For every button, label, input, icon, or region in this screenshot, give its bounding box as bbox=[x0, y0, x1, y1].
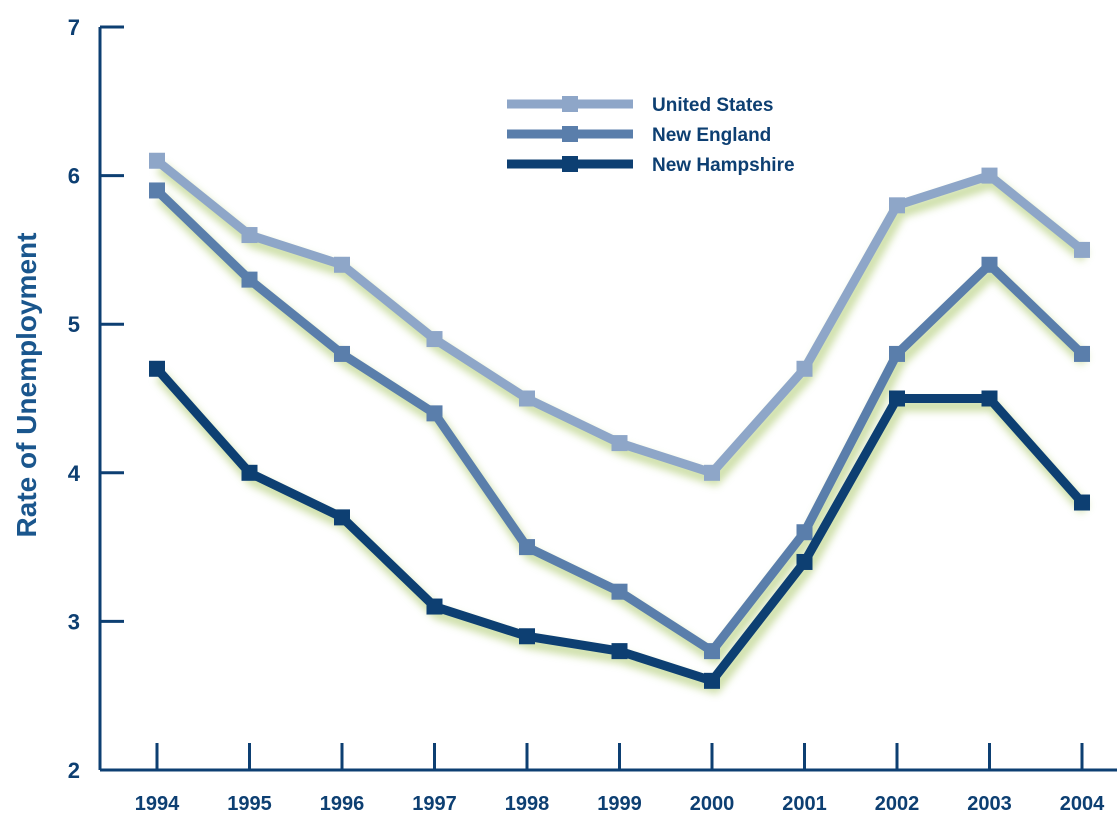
legend-item: New England bbox=[507, 125, 771, 146]
data-point-marker bbox=[334, 345, 350, 362]
data-point-marker bbox=[796, 524, 813, 541]
data-point-marker bbox=[426, 598, 443, 615]
data-point-marker bbox=[334, 256, 350, 273]
x-tick-label: 2001 bbox=[782, 793, 827, 815]
data-point-marker bbox=[241, 227, 258, 244]
x-tick-label: 1998 bbox=[505, 793, 550, 815]
y-tick-label: 3 bbox=[68, 609, 80, 634]
data-point-marker bbox=[981, 256, 998, 273]
data-point-marker bbox=[241, 271, 258, 288]
legend-label: New England bbox=[652, 125, 771, 146]
legend-item: United States bbox=[507, 95, 773, 116]
y-tick-label: 4 bbox=[68, 461, 81, 486]
x-tick-label: 1995 bbox=[227, 793, 272, 815]
data-point-marker bbox=[889, 345, 905, 362]
data-point-marker bbox=[704, 464, 720, 481]
data-point-marker bbox=[519, 390, 535, 407]
x-tick-label: 2000 bbox=[690, 793, 735, 815]
data-point-marker bbox=[334, 509, 350, 526]
data-point-marker bbox=[149, 152, 165, 169]
series-line bbox=[153, 365, 1086, 686]
data-point-marker bbox=[519, 539, 535, 556]
series-glows bbox=[155, 163, 1090, 694]
data-point-marker bbox=[611, 435, 628, 452]
x-tick-label: 1997 bbox=[412, 793, 457, 815]
data-point-marker bbox=[1074, 345, 1090, 362]
data-point-marker bbox=[1074, 494, 1090, 511]
data-point-marker bbox=[149, 182, 165, 199]
data-point-marker bbox=[796, 360, 813, 377]
x-tick-label: 1994 bbox=[135, 793, 180, 815]
x-tick-label: 2003 bbox=[967, 793, 1012, 815]
legend-swatch-marker bbox=[562, 156, 578, 172]
legend-item: New Hampshire bbox=[507, 155, 795, 176]
series-glow bbox=[155, 371, 1090, 694]
data-point-marker bbox=[611, 583, 628, 600]
y-tick-label: 7 bbox=[68, 15, 80, 40]
data-point-marker bbox=[889, 197, 905, 214]
series-new-hampshire bbox=[149, 360, 1090, 689]
series-lines bbox=[149, 152, 1090, 689]
legend-label: United States bbox=[652, 95, 773, 116]
y-axis-title: Rate of Unemployment bbox=[11, 233, 42, 538]
series-new-england bbox=[149, 182, 1090, 660]
y-tick-label: 2 bbox=[68, 758, 80, 783]
x-tick-label: 2002 bbox=[875, 793, 920, 815]
data-point-marker bbox=[611, 643, 628, 660]
data-point-marker bbox=[149, 360, 165, 377]
data-point-marker bbox=[519, 628, 535, 645]
x-tick-label: 1996 bbox=[320, 793, 365, 815]
x-tick-label: 1999 bbox=[597, 793, 642, 815]
y-tick-label: 6 bbox=[68, 164, 80, 189]
legend-swatch-marker bbox=[562, 126, 578, 142]
data-point-marker bbox=[981, 390, 998, 407]
data-point-marker bbox=[241, 464, 258, 481]
series-united-states bbox=[149, 152, 1090, 481]
data-point-marker bbox=[796, 553, 813, 570]
data-point-marker bbox=[1074, 241, 1090, 258]
data-point-marker bbox=[981, 167, 998, 184]
data-point-marker bbox=[426, 405, 443, 422]
data-point-marker bbox=[704, 643, 720, 660]
data-point-marker bbox=[704, 672, 720, 689]
legend: United States New England New Hampshire bbox=[507, 95, 795, 176]
legend-swatch-marker bbox=[562, 96, 578, 112]
axes: 2 3 4 5 6 7 1994 1995 1996 1997 1998 1999 2000 2001 20… bbox=[68, 15, 1117, 815]
y-tick-label: 5 bbox=[68, 312, 80, 337]
data-point-marker bbox=[889, 390, 905, 407]
legend-label: New Hampshire bbox=[652, 155, 795, 176]
data-point-marker bbox=[426, 331, 443, 348]
x-tick-label: 2004 bbox=[1060, 793, 1105, 815]
